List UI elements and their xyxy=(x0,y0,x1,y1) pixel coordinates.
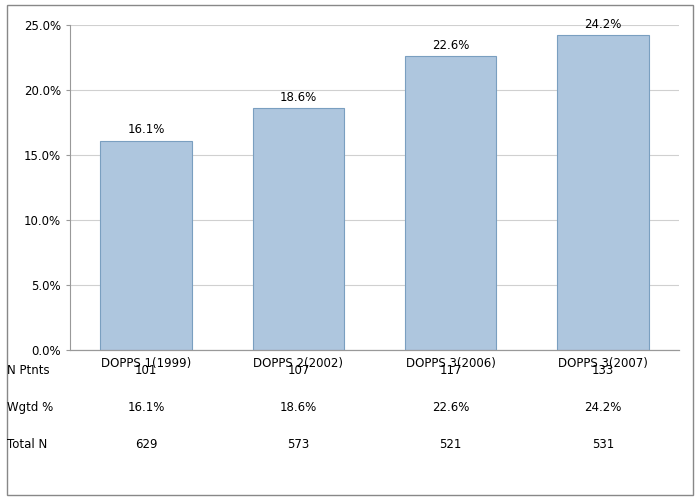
Text: Total N: Total N xyxy=(7,438,48,452)
Text: 18.6%: 18.6% xyxy=(280,401,317,414)
Text: 521: 521 xyxy=(440,438,462,452)
Bar xyxy=(253,108,344,350)
Text: 16.1%: 16.1% xyxy=(127,123,164,136)
Text: 22.6%: 22.6% xyxy=(432,401,469,414)
Text: 18.6%: 18.6% xyxy=(280,90,317,104)
Text: 16.1%: 16.1% xyxy=(127,401,164,414)
Bar xyxy=(557,36,649,350)
Text: 22.6%: 22.6% xyxy=(432,38,469,52)
Text: N Ptnts: N Ptnts xyxy=(7,364,50,376)
Text: 573: 573 xyxy=(287,438,309,452)
Text: 629: 629 xyxy=(135,438,158,452)
Text: Wgtd %: Wgtd % xyxy=(7,401,53,414)
Text: 24.2%: 24.2% xyxy=(584,18,622,31)
Text: 531: 531 xyxy=(592,438,614,452)
Text: 24.2%: 24.2% xyxy=(584,401,622,414)
Text: 107: 107 xyxy=(287,364,309,376)
Text: 101: 101 xyxy=(135,364,158,376)
Bar xyxy=(101,140,192,350)
Text: 117: 117 xyxy=(440,364,462,376)
Bar xyxy=(405,56,496,350)
Text: 133: 133 xyxy=(592,364,614,376)
